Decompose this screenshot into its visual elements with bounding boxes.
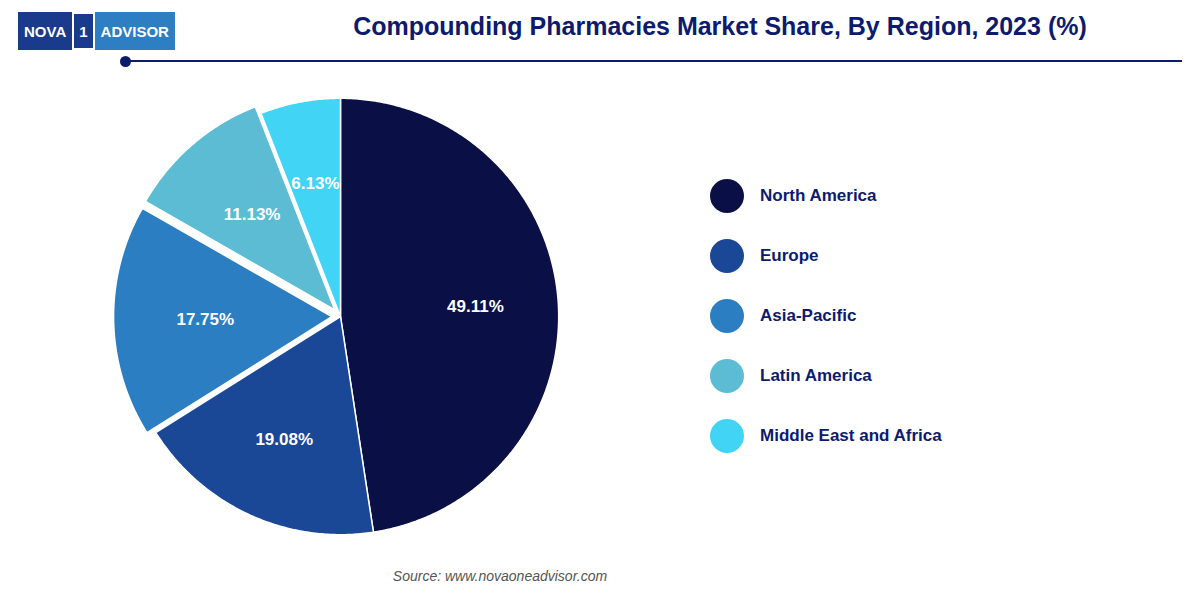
svg-text:19.08%: 19.08% <box>255 430 313 449</box>
svg-text:17.75%: 17.75% <box>176 310 234 329</box>
svg-text:49.11%: 49.11% <box>447 297 504 316</box>
svg-text:6.13%: 6.13% <box>291 174 339 193</box>
html-text:Compounding Pharmacies Market: Compounding Pharmacies Market Share, By … <box>353 12 1087 40</box>
html-text:Latin America: Latin America <box>760 366 872 385</box>
html-text:Middle East and Africa: Middle East and Africa <box>760 426 942 445</box>
html-text:Europe: Europe <box>760 246 819 265</box>
html-text:1: 1 <box>79 22 88 40</box>
html-text:Source: www.novaoneadvisor.com: Source: www.novaoneadvisor.com <box>392 568 608 584</box>
svg-text:11.13%: 11.13% <box>224 205 281 224</box>
html-text:NOVA: NOVA <box>24 22 67 40</box>
html-text:North America: North America <box>760 186 877 205</box>
html-text:ADVISOR: ADVISOR <box>100 22 169 40</box>
html-text:Asia-Pacific: Asia-Pacific <box>760 306 857 325</box>
